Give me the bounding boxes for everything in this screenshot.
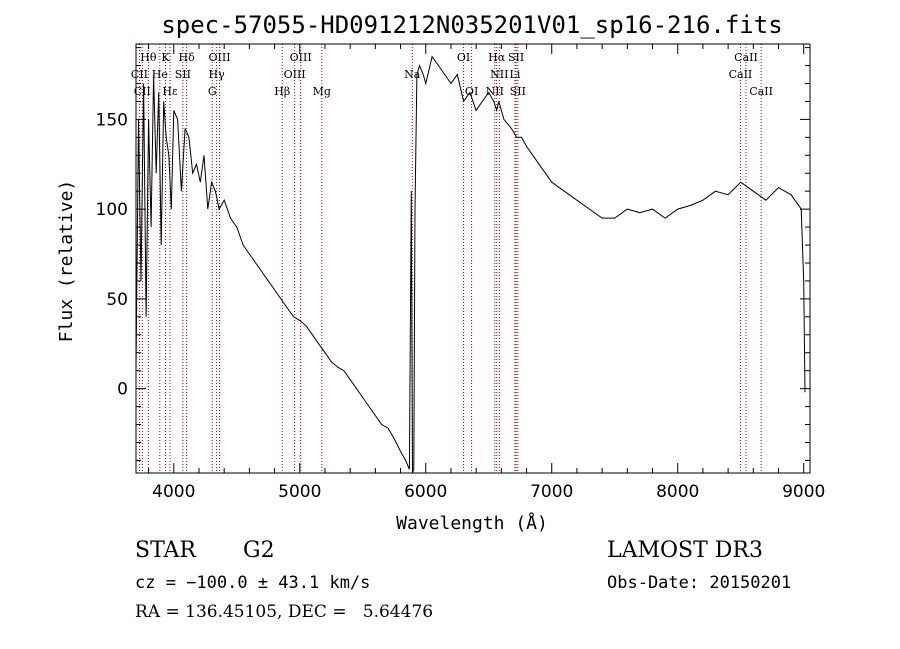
y-tick-label: 0: [117, 380, 128, 400]
line-label-22: Mg: [313, 85, 331, 98]
y-axis-label: Flux (relative): [56, 180, 77, 343]
line-label-24: NII: [486, 85, 504, 98]
y-tick-label: 150: [96, 110, 128, 130]
chart-title: spec-57055-HD091212N035201V01_sp16-216.f…: [161, 11, 782, 39]
line-label-16: Li: [510, 68, 521, 81]
x-tick-label: 6000: [404, 482, 447, 502]
x-tick-label: 5000: [278, 482, 321, 502]
spectrum-series-line: [135, 55, 806, 474]
line-label-3: OIII: [208, 51, 230, 64]
object-class: STAR: [135, 538, 196, 563]
line-label-13: OIII: [284, 68, 306, 81]
line-label-7: SII: [508, 51, 524, 64]
line-label-18: CII: [134, 85, 151, 98]
plot-frame: [135, 43, 811, 474]
line-label-17: CaII: [729, 68, 753, 81]
survey-name: LAMOST DR3: [607, 538, 763, 563]
x-tick-label: 9000: [782, 482, 825, 502]
line-label-12: Hγ: [209, 68, 226, 81]
line-label-8: CaII: [734, 51, 758, 64]
line-label-14: Na: [404, 68, 421, 81]
line-label-1: K: [161, 51, 170, 64]
axis-ticks: 4000 5000 6000 7000 8000 9000 0 50 100 150: [96, 44, 825, 502]
object-subclass: G2: [243, 538, 275, 563]
line-label-10: He: [152, 68, 168, 81]
line-label-21: Hβ: [274, 85, 290, 98]
coordinates: RA = 136.45105, DEC = 5.64476: [135, 602, 434, 622]
x-tick-label: 8000: [656, 482, 699, 502]
x-axis-label: Wavelength (Å): [396, 512, 548, 534]
line-label-19: Hε: [162, 85, 178, 98]
line-label-4: OIII: [290, 51, 312, 64]
line-label-0: Hθ: [140, 51, 157, 64]
x-tick-label: 7000: [530, 482, 573, 502]
y-tick-label: 100: [96, 200, 128, 220]
line-label-26: CaII: [749, 85, 773, 98]
obs-date: Obs-Date: 20150201: [607, 573, 792, 593]
y-tick-label: 50: [106, 290, 128, 310]
line-label-23: OI: [465, 85, 478, 98]
line-label-6: Hα: [488, 51, 506, 64]
redshift-info: cz = −100.0 ± 43.1 km/s: [135, 573, 371, 593]
line-label-9: CII: [131, 68, 148, 81]
line-label-25: SII: [510, 85, 526, 98]
emission-line-markers: [138, 44, 762, 473]
line-label-15: NII: [490, 68, 508, 81]
line-label-20: G: [208, 85, 217, 98]
x-tick-label: 4000: [152, 482, 195, 502]
line-label-11: SII: [175, 68, 191, 81]
line-label-2: Hδ: [179, 51, 196, 64]
line-label-5: OI: [457, 51, 470, 64]
